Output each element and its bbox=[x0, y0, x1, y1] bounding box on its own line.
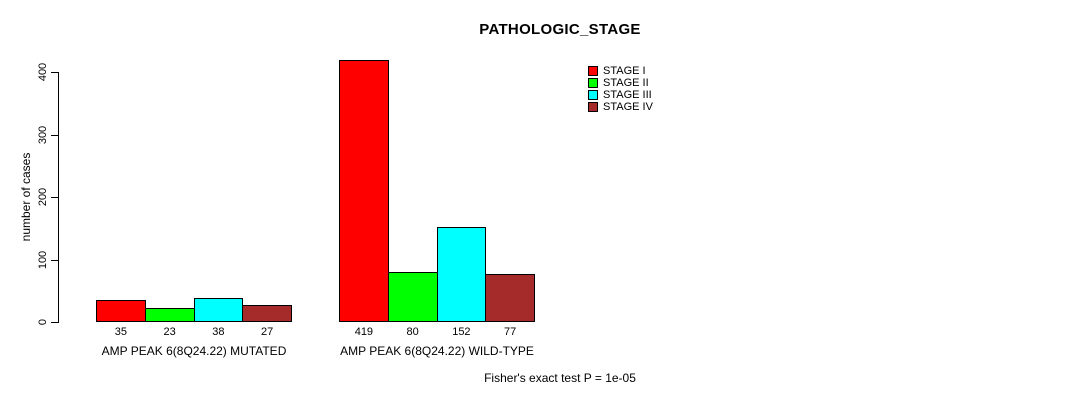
y-tick-label: 200 bbox=[37, 187, 49, 207]
legend-label: STAGE II bbox=[603, 77, 649, 89]
y-tick-label: 100 bbox=[37, 250, 49, 269]
y-axis-line bbox=[58, 72, 59, 323]
y-tick bbox=[51, 197, 58, 198]
legend-swatch bbox=[588, 78, 598, 88]
bar-value-label: 38 bbox=[212, 326, 225, 338]
chart-title: PATHOLOGIC_STAGE bbox=[479, 21, 641, 38]
legend-swatch bbox=[588, 102, 598, 112]
bar-value-label: 419 bbox=[354, 326, 374, 338]
legend-label: STAGE III bbox=[603, 89, 652, 101]
bar-value-label: 35 bbox=[114, 326, 127, 338]
group-label: AMP PEAK 6(8Q24.22) WILD-TYPE bbox=[340, 344, 534, 358]
bar bbox=[193, 298, 244, 322]
legend-swatch bbox=[588, 90, 598, 100]
bar bbox=[242, 305, 292, 322]
bar-value-label: 77 bbox=[504, 326, 517, 338]
y-tick bbox=[51, 322, 58, 323]
y-tick bbox=[51, 134, 58, 136]
bar-value-label: 80 bbox=[406, 326, 419, 338]
legend-swatch bbox=[588, 66, 598, 76]
y-tick-label: 400 bbox=[37, 62, 49, 82]
legend-label: STAGE I bbox=[603, 65, 646, 77]
y-tick bbox=[51, 72, 58, 73]
footnote-text: Fisher's exact test P = 1e-05 bbox=[484, 371, 636, 385]
bar bbox=[339, 60, 389, 322]
bar-value-label: 27 bbox=[261, 326, 274, 338]
y-tick-label: 300 bbox=[37, 125, 49, 144]
y-tick bbox=[51, 259, 58, 261]
group-label: AMP PEAK 6(8Q24.22) MUTATED bbox=[101, 344, 287, 358]
y-axis-label: number of cases bbox=[19, 152, 33, 242]
bar-value-label: 152 bbox=[452, 326, 471, 338]
bar-value-label: 23 bbox=[163, 326, 176, 338]
y-tick-label: 0 bbox=[37, 318, 49, 326]
bar bbox=[387, 272, 438, 322]
bar bbox=[144, 308, 195, 322]
legend-label: STAGE IV bbox=[603, 101, 653, 113]
bar bbox=[485, 274, 535, 322]
bar bbox=[436, 227, 487, 322]
bar bbox=[96, 300, 146, 322]
